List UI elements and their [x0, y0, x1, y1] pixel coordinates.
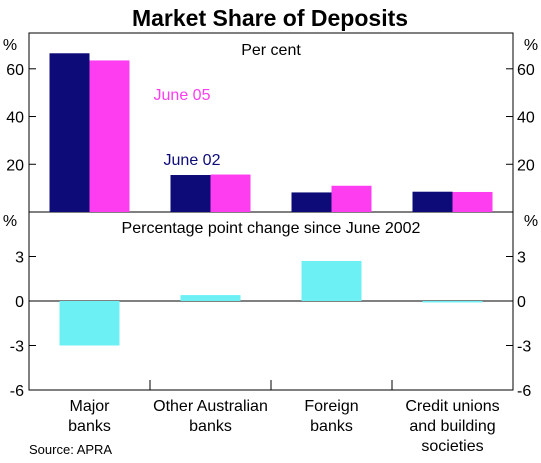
- bar: [89, 60, 130, 212]
- y-tick-label-left: -6: [10, 383, 24, 400]
- y-tick-label-right: 60: [517, 62, 535, 79]
- bottom-panel-title: Percentage point change since June 2002: [122, 220, 421, 237]
- series-label-june05: June 05: [154, 87, 211, 104]
- y-tick-label-left: 20: [6, 157, 24, 174]
- top-panel-title: Per cent: [241, 42, 301, 59]
- y-tick-label-right: 0: [517, 294, 526, 311]
- top-unit-right: %: [524, 37, 538, 54]
- bar: [59, 301, 120, 346]
- category-label: societies: [421, 438, 483, 455]
- bottom-unit-left: %: [3, 213, 17, 230]
- category-label: Major: [69, 398, 110, 415]
- bar: [291, 192, 332, 212]
- y-tick-label-right: -3: [517, 339, 531, 356]
- category-label: banks: [310, 418, 353, 435]
- y-tick-label-left: 3: [15, 250, 24, 267]
- category-label: banks: [189, 418, 232, 435]
- y-tick-label-right: -6: [517, 383, 531, 400]
- chart-marks: 20 20 40 40 60 60 -6 -6 -3 -3 0 0 3 3 Major banks Other …: [6, 53, 535, 455]
- y-tick-label-left: 0: [15, 294, 24, 311]
- series-label-june02: June 02: [164, 152, 221, 169]
- category-label: Credit unions: [405, 398, 499, 415]
- chart-title: Market Share of Deposits: [132, 5, 408, 31]
- category-label: Foreign: [304, 398, 358, 415]
- y-tick-label-left: 40: [6, 110, 24, 127]
- y-tick-label-left: 60: [6, 62, 24, 79]
- y-tick-label-right: 3: [517, 250, 526, 267]
- top-unit-left: %: [3, 37, 17, 54]
- bar: [210, 174, 251, 212]
- category-label: Other Australian: [153, 398, 268, 415]
- category-label: and building: [409, 418, 495, 435]
- bar: [452, 191, 493, 212]
- category-label: banks: [68, 418, 111, 435]
- bar: [422, 301, 483, 303]
- y-tick-label-right: 40: [517, 110, 535, 127]
- bar: [170, 175, 211, 212]
- bar: [301, 260, 362, 301]
- bar: [180, 295, 241, 301]
- y-tick-label-left: -3: [10, 339, 24, 356]
- bar: [49, 53, 90, 212]
- y-tick-label-right: 20: [517, 157, 535, 174]
- bottom-unit-right: %: [524, 213, 538, 230]
- source-note: Source: APRA: [29, 442, 112, 457]
- bar: [412, 191, 453, 212]
- bar: [331, 185, 372, 212]
